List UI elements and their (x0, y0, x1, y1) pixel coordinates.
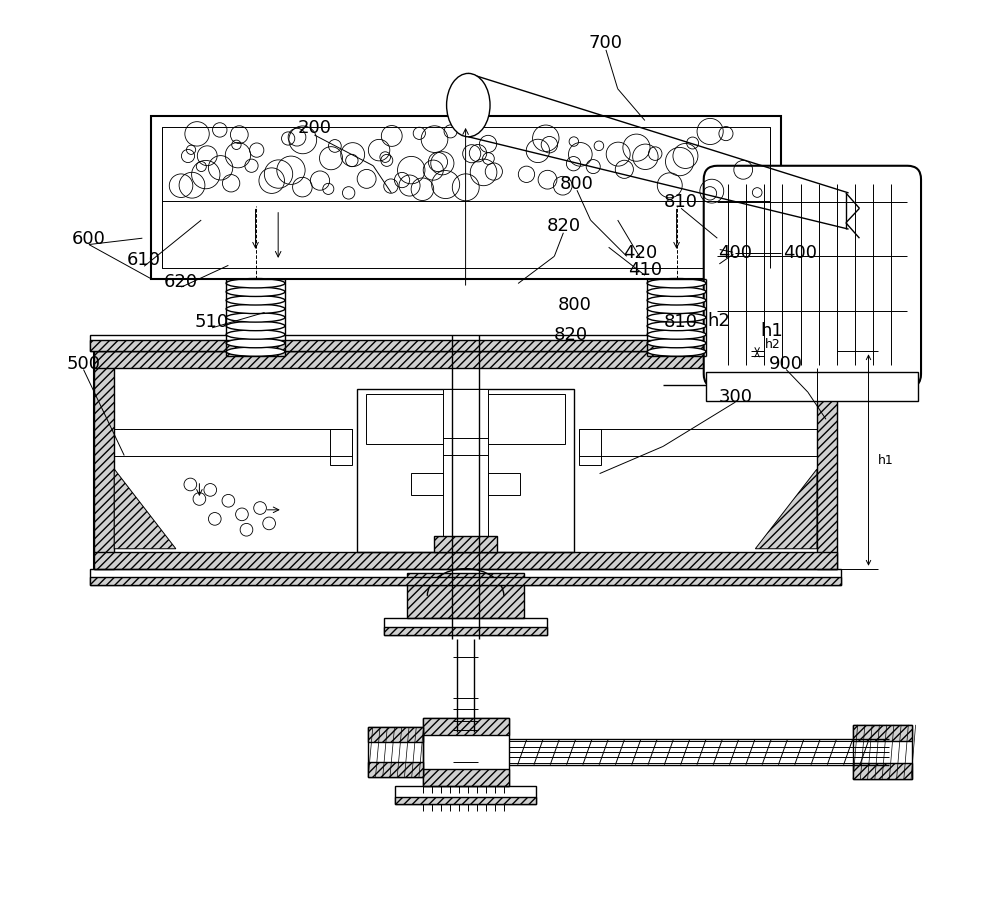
Ellipse shape (647, 295, 706, 305)
Text: 400: 400 (783, 243, 817, 261)
Ellipse shape (226, 347, 285, 356)
Bar (706, 373, 918, 401)
Bar (384, 627, 547, 635)
Text: 820: 820 (554, 326, 588, 344)
Bar (384, 619, 547, 635)
Text: 700: 700 (589, 34, 623, 52)
Bar (817, 352, 837, 568)
Bar (488, 473, 520, 496)
Text: 420: 420 (623, 243, 657, 261)
Bar (579, 428, 817, 456)
Text: 510: 510 (195, 313, 229, 332)
Bar (94, 552, 837, 568)
Bar (853, 725, 912, 779)
Ellipse shape (226, 279, 285, 288)
Ellipse shape (447, 74, 490, 137)
Text: 610: 610 (127, 251, 161, 269)
Text: h1: h1 (760, 322, 783, 340)
Bar (368, 727, 423, 777)
Text: 810: 810 (664, 193, 698, 211)
Bar (423, 718, 509, 735)
Text: 300: 300 (718, 388, 752, 405)
Ellipse shape (226, 322, 285, 331)
Ellipse shape (647, 330, 706, 339)
Text: 800: 800 (560, 175, 594, 193)
Polygon shape (114, 469, 176, 548)
Text: 500: 500 (66, 355, 100, 373)
Ellipse shape (226, 304, 285, 313)
Ellipse shape (647, 322, 706, 331)
Ellipse shape (647, 304, 706, 313)
Ellipse shape (226, 287, 285, 296)
Ellipse shape (647, 312, 706, 322)
Ellipse shape (226, 330, 285, 339)
Bar (579, 428, 601, 465)
Ellipse shape (647, 338, 706, 348)
Bar (90, 577, 841, 585)
Bar (90, 340, 841, 352)
Text: 620: 620 (164, 272, 198, 291)
Bar (434, 536, 497, 552)
Bar (407, 573, 524, 619)
Text: 820: 820 (546, 218, 580, 235)
Bar (443, 389, 488, 552)
Bar (395, 786, 536, 804)
Bar (90, 335, 841, 352)
Polygon shape (755, 469, 817, 548)
Bar (114, 428, 352, 456)
Ellipse shape (647, 279, 706, 288)
Bar (357, 389, 574, 552)
Text: 810: 810 (664, 313, 698, 332)
Bar (94, 352, 114, 568)
Bar (151, 116, 781, 279)
Text: 600: 600 (72, 230, 106, 248)
Text: 410: 410 (628, 261, 662, 279)
Bar (330, 428, 352, 465)
Ellipse shape (647, 287, 706, 296)
Bar (94, 352, 837, 568)
Bar (90, 568, 841, 585)
Text: 400: 400 (718, 243, 752, 261)
Ellipse shape (647, 347, 706, 356)
Text: h1: h1 (878, 454, 893, 466)
Text: 800: 800 (557, 296, 591, 314)
Bar (368, 727, 423, 742)
Bar (853, 725, 912, 742)
FancyBboxPatch shape (704, 166, 921, 387)
Text: h2: h2 (708, 312, 731, 331)
Ellipse shape (226, 312, 285, 322)
Text: 900: 900 (769, 355, 803, 373)
Bar (423, 769, 509, 786)
Bar (94, 352, 837, 368)
Text: 200: 200 (297, 118, 331, 137)
Bar (368, 762, 423, 777)
Text: h2: h2 (765, 338, 781, 351)
Bar (853, 763, 912, 779)
Ellipse shape (226, 295, 285, 305)
Bar (366, 394, 565, 444)
Ellipse shape (226, 338, 285, 348)
Bar (162, 127, 770, 268)
Bar (423, 718, 509, 786)
Bar (411, 473, 443, 496)
Bar (395, 797, 536, 804)
